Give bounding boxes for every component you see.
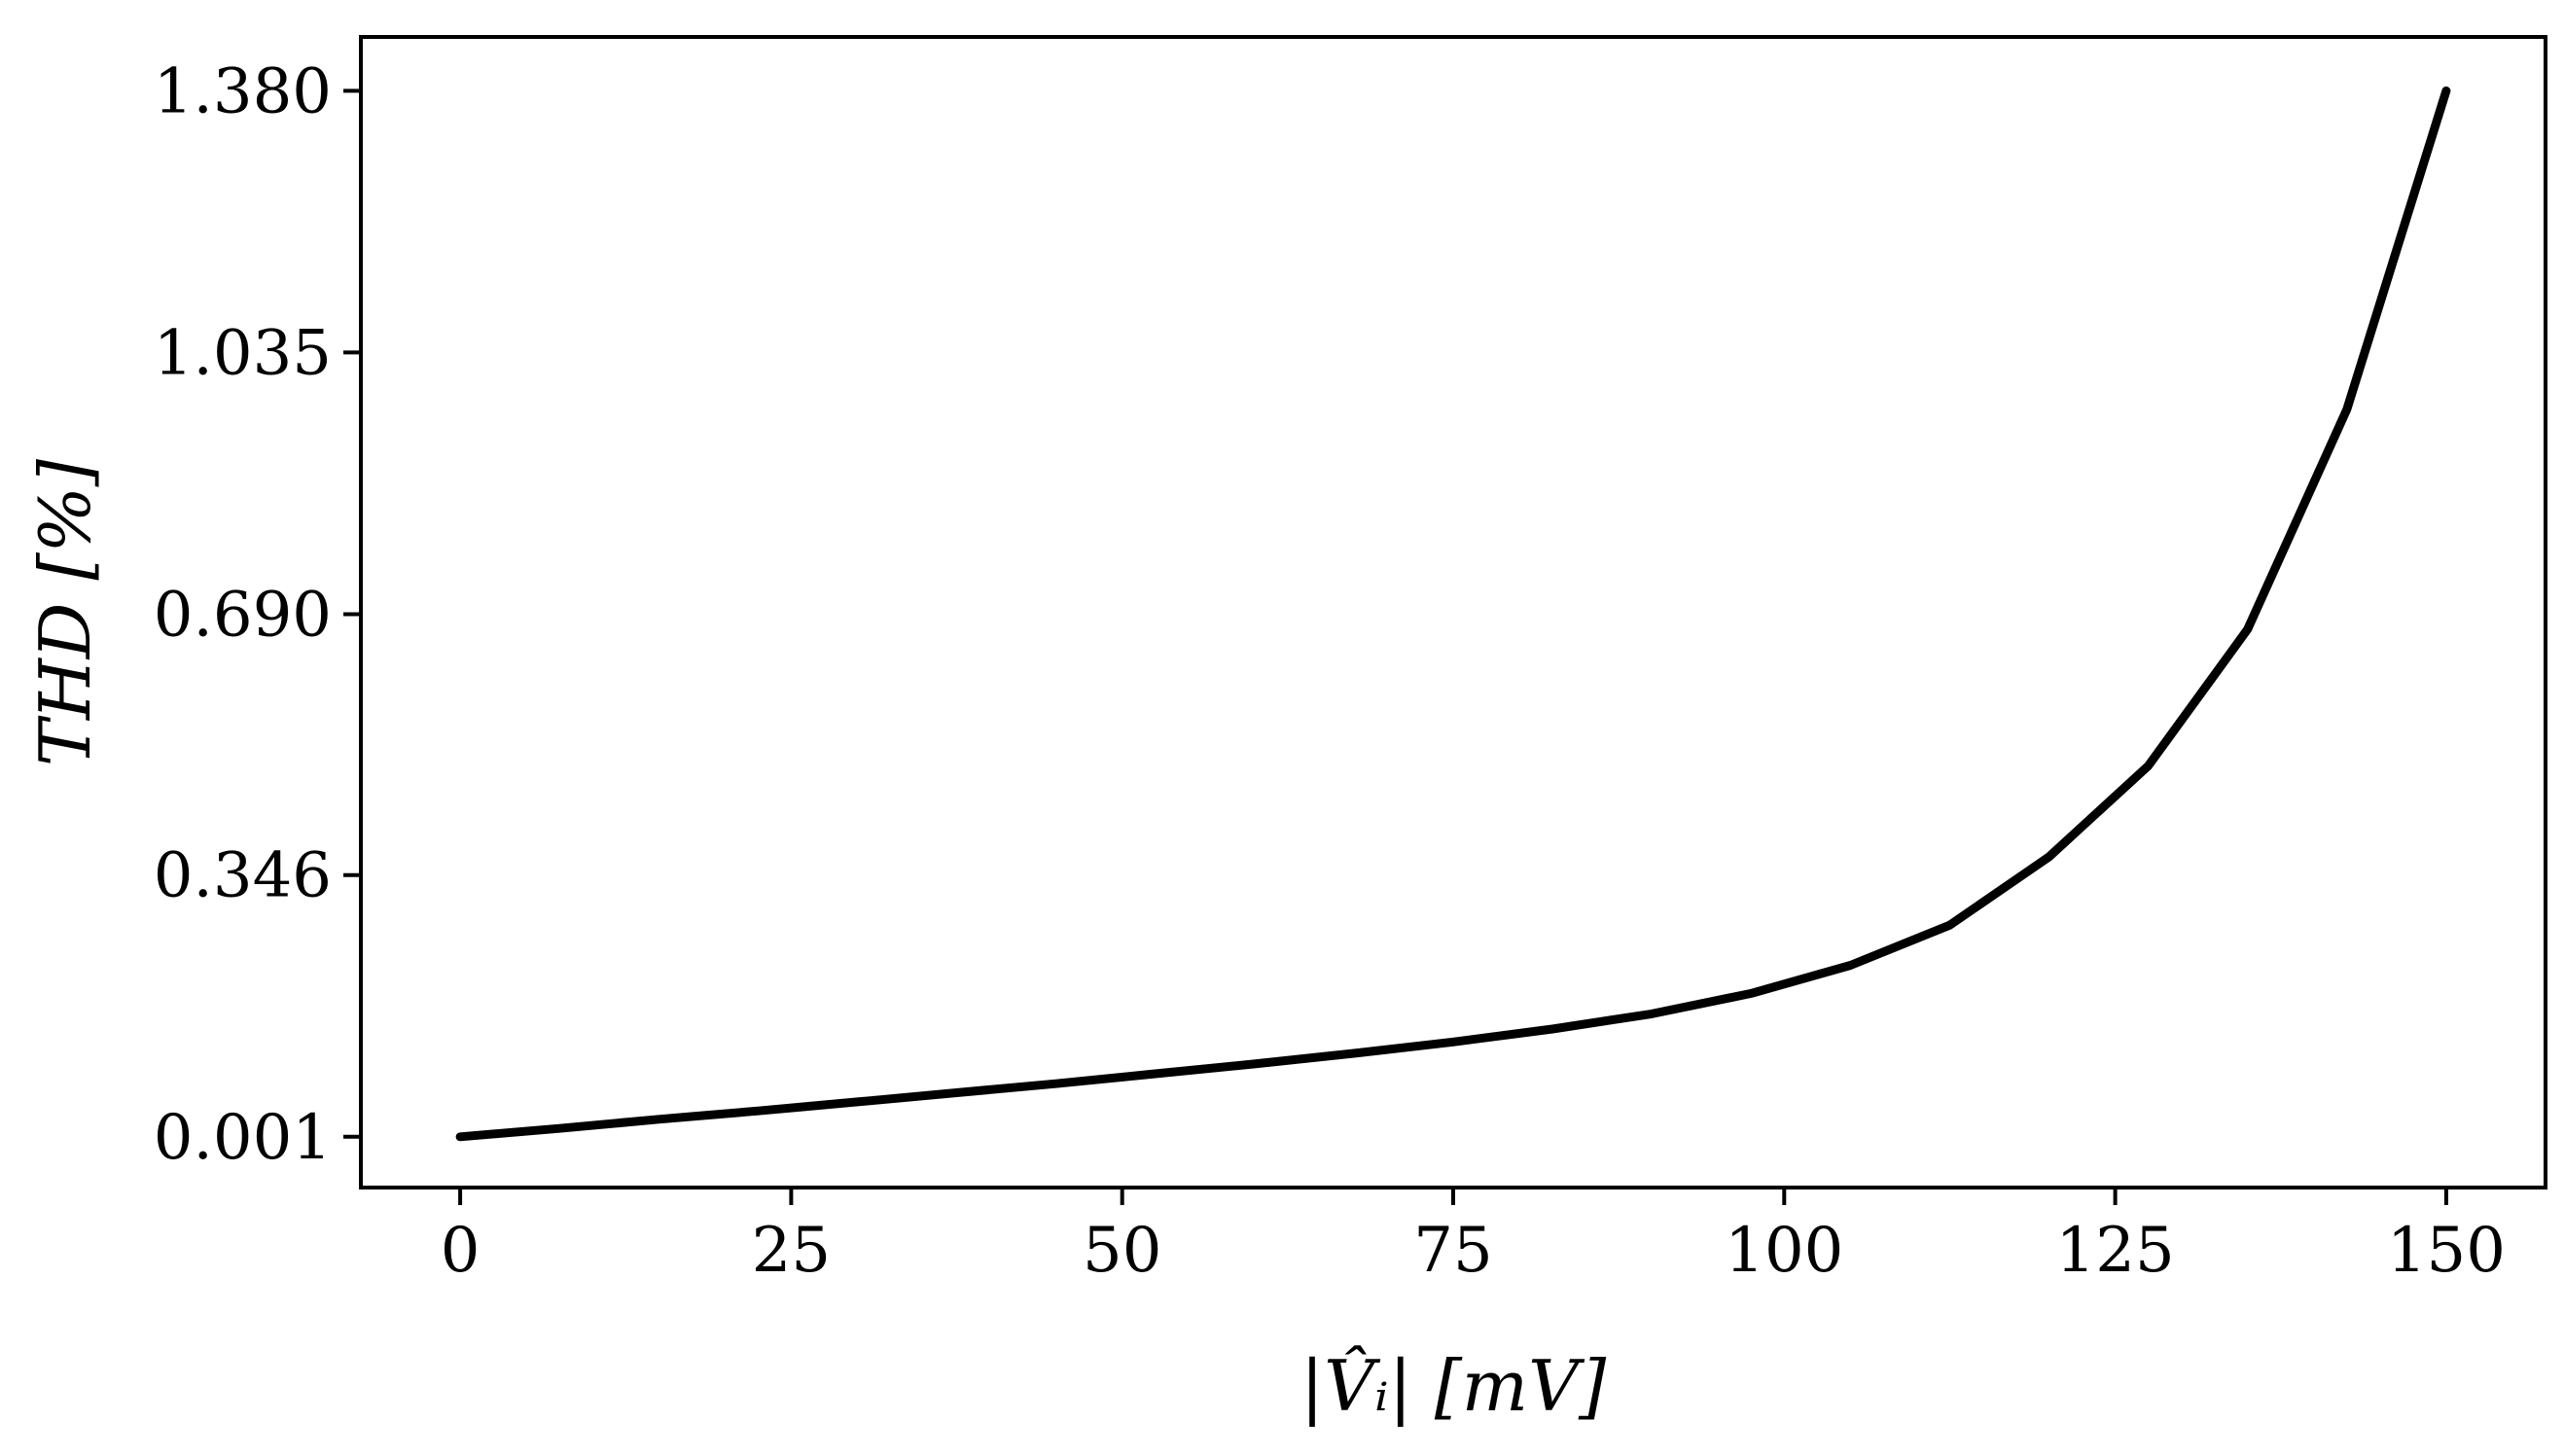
y-tick-label: 0.690: [154, 579, 332, 651]
x-axis-label: |V̂ᵢ| [mV]: [1300, 1344, 1607, 1427]
y-tick-label: 1.380: [154, 55, 332, 127]
y-tick-label: 0.001: [154, 1102, 332, 1174]
x-tick-label: 25: [752, 1215, 831, 1287]
x-tick-label: 100: [1725, 1215, 1843, 1287]
x-tick-label: 0: [441, 1215, 481, 1287]
x-tick-label: 75: [1413, 1215, 1492, 1287]
x-tick-label: 125: [2056, 1215, 2175, 1287]
tick-marks: [343, 89, 2448, 1205]
x-tick-label: 150: [2387, 1215, 2506, 1287]
series-line-thd: [455, 86, 2451, 1142]
plot-frame: [359, 35, 2547, 1190]
y-axis-label: THD [%]: [24, 458, 106, 766]
tick-labels: 0 25 50 75 100 125 150 0.001 0.346 0.690 1.035 1.38…: [154, 55, 2506, 1287]
y-tick-label: 1.035: [154, 317, 332, 389]
x-tick-label: 50: [1083, 1215, 1161, 1287]
y-tick-label: 0.346: [154, 840, 332, 912]
